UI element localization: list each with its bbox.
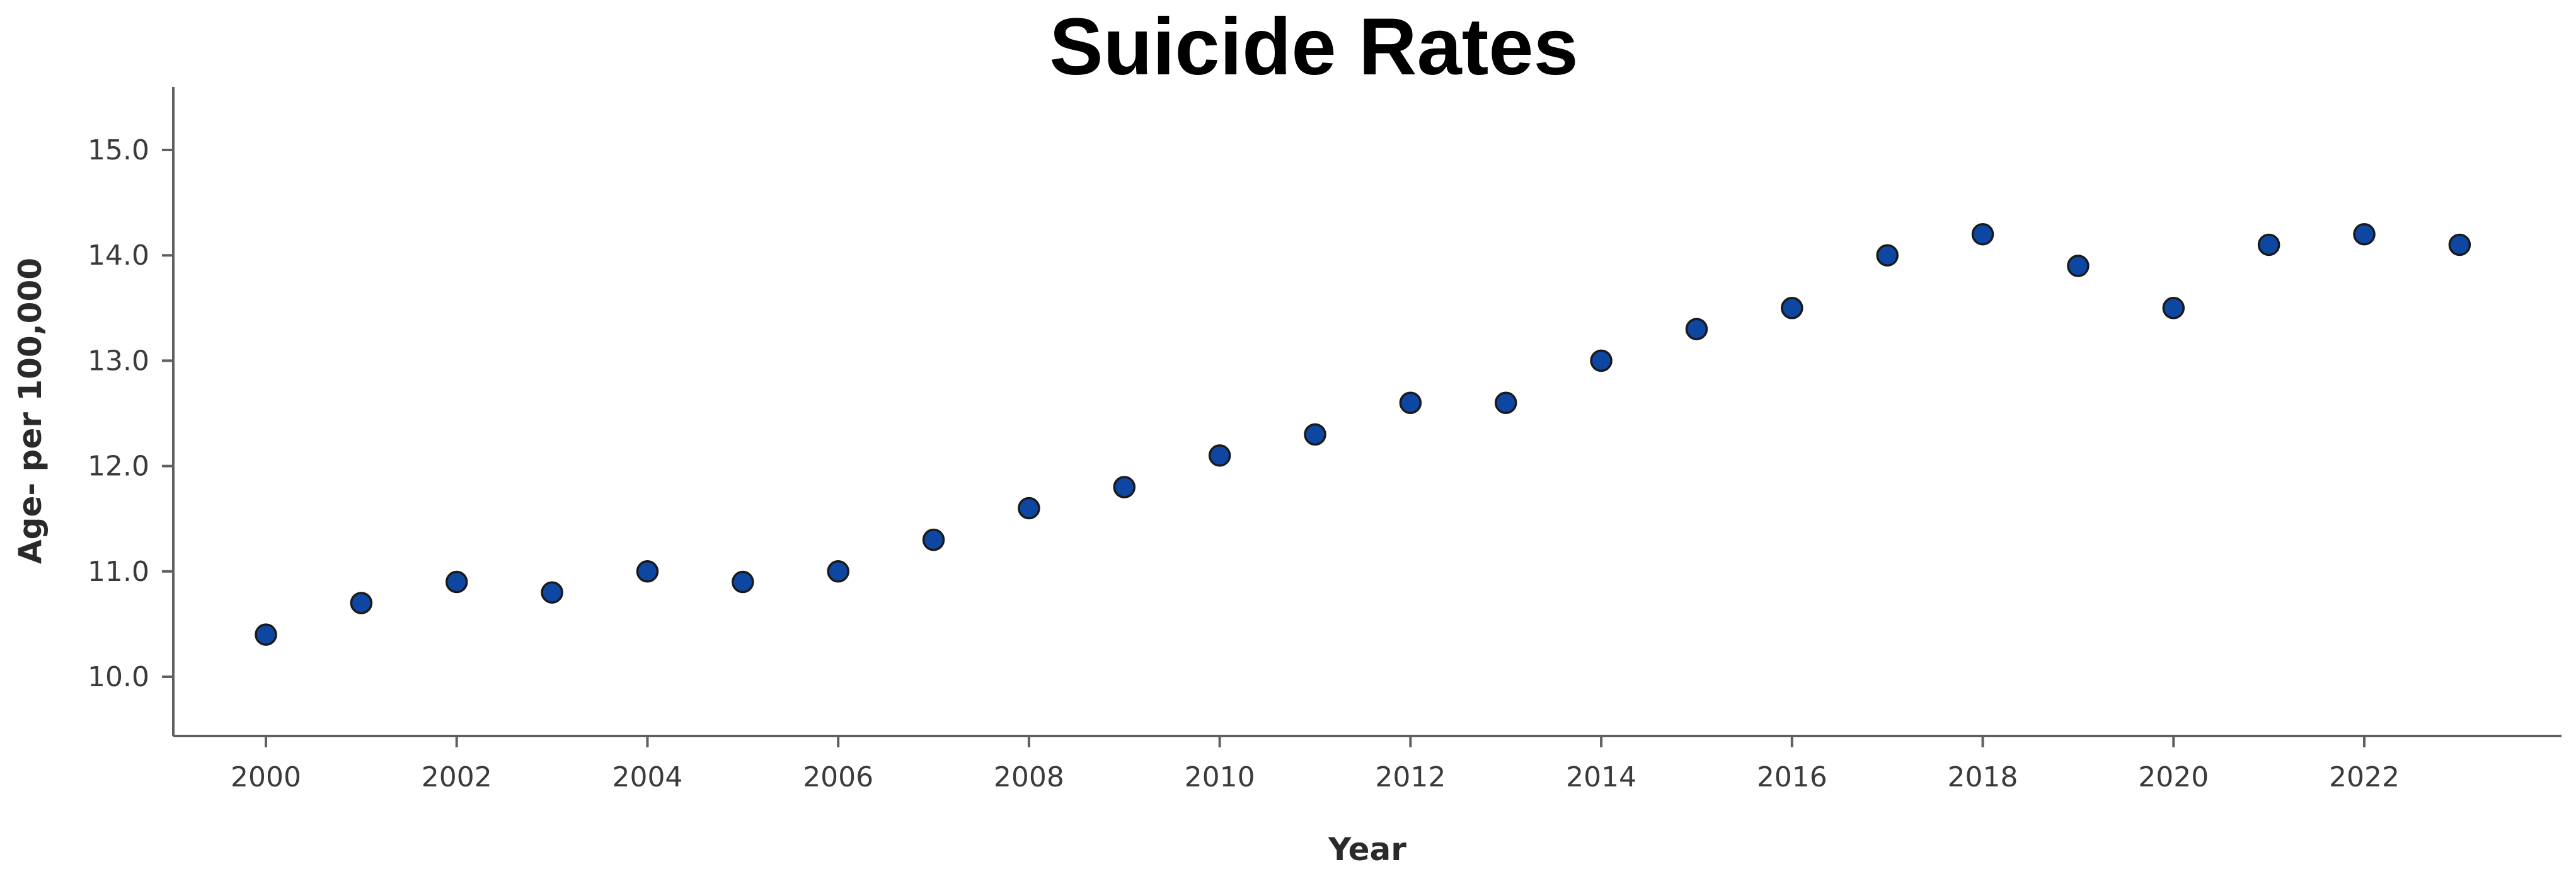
data-point-2017 — [1876, 244, 1899, 267]
data-points — [255, 223, 2471, 646]
x-tick-label: 2020 — [2138, 761, 2209, 793]
x-tick-label: 2004 — [612, 761, 682, 793]
y-tick-label: 15.0 — [88, 134, 149, 166]
x-tick-label: 2006 — [803, 761, 873, 793]
x-tick-label: 2012 — [1375, 761, 1446, 793]
y-tick-label: 10.0 — [88, 661, 149, 693]
x-tick-label: 2016 — [1757, 761, 1827, 793]
y-tick-label: 12.0 — [88, 451, 149, 483]
data-point-2023 — [2448, 233, 2471, 256]
x-tick-label: 2002 — [422, 761, 492, 793]
data-point-2019 — [2067, 255, 2090, 277]
data-point-2005 — [732, 570, 754, 594]
data-point-2000 — [255, 623, 277, 646]
data-point-2011 — [1304, 423, 1326, 446]
data-point-2006 — [827, 560, 849, 583]
data-point-2020 — [2162, 297, 2185, 319]
data-point-2002 — [445, 570, 468, 594]
y-tick-label: 14.0 — [88, 239, 149, 272]
x-axis-label: Year — [1328, 831, 1406, 868]
chart-title: Suicide Rates — [1049, 2, 1578, 92]
x-ticks: 2000 2002 2004 2006 2008 2010 2012 2014 2016 2018… — [231, 736, 2400, 793]
x-tick-label: 2008 — [994, 761, 1064, 793]
data-point-2008 — [1018, 497, 1040, 520]
data-point-2012 — [1399, 391, 1422, 415]
x-tick-label: 2018 — [1948, 761, 2018, 793]
data-point-2007 — [922, 528, 945, 551]
data-point-2021 — [2257, 233, 2280, 256]
x-tick-label: 2014 — [1566, 761, 1636, 793]
data-point-2003 — [541, 581, 563, 604]
data-point-2016 — [1781, 297, 1803, 319]
data-point-2014 — [1590, 349, 1613, 372]
x-tick-label: 2022 — [2329, 761, 2400, 793]
y-tick-label: 13.0 — [88, 345, 149, 377]
axes — [172, 87, 2562, 737]
y-tick-label: 11.0 — [88, 556, 149, 588]
data-point-2022 — [2353, 223, 2376, 246]
data-point-2013 — [1494, 391, 1517, 415]
y-axis-label: Age- per 100,000 — [12, 258, 49, 564]
y-ticks: 10.0 11.0 12.0 13.0 14.0 15.0 — [88, 134, 173, 693]
x-tick-label: 2000 — [231, 761, 301, 793]
data-point-2015 — [1685, 318, 1708, 340]
data-point-2001 — [350, 592, 373, 614]
data-point-2018 — [1971, 223, 1994, 246]
data-point-2010 — [1208, 444, 1231, 467]
x-tick-label: 2010 — [1185, 761, 1255, 793]
data-point-2009 — [1113, 476, 1136, 498]
data-point-2004 — [636, 560, 659, 583]
